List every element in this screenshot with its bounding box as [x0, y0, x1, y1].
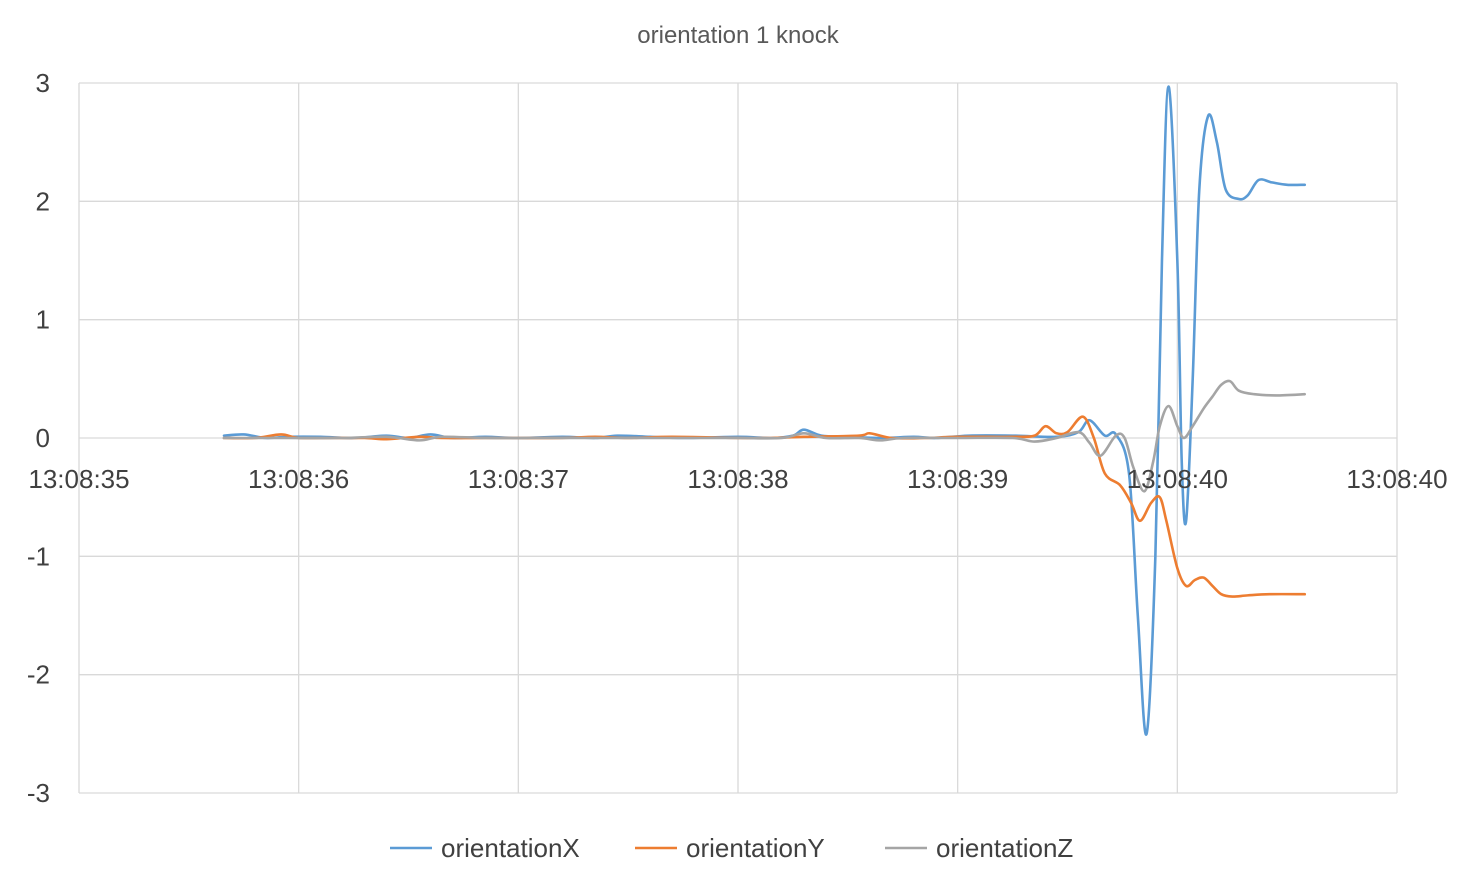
x-tick-label: 13:08:40	[1127, 464, 1228, 494]
legend-item-orientationZ: orientationZ	[885, 833, 1073, 863]
x-tick-label: 13:08:36	[248, 464, 349, 494]
x-tick-label: 13:08:35	[28, 464, 129, 494]
x-tick-labels: 13:08:35 13:08:36 13:08:37 13:08:38 13:08:39…	[28, 464, 1447, 494]
legend-label: orientationX	[441, 833, 580, 863]
x-tick-label: 13:08:39	[907, 464, 1008, 494]
legend-item-orientationX: orientationX	[390, 833, 580, 863]
x-tick-label: 13:08:38	[687, 464, 788, 494]
series-line-orientationZ	[222, 379, 1307, 493]
chart-title: orientation 1 knock	[637, 22, 839, 49]
y-tick-label: 2	[36, 186, 50, 216]
series-line-orientationY	[222, 415, 1307, 598]
x-tick-label: 13:08:40	[1346, 464, 1447, 494]
y-tick-label: -2	[27, 660, 50, 690]
y-tick-label: 3	[36, 68, 50, 98]
legend-label: orientationY	[686, 833, 825, 863]
y-tick-label: -1	[27, 541, 50, 571]
y-tick-label: 0	[36, 423, 50, 453]
legend: orientationX orientationY orientationZ	[390, 833, 1073, 863]
y-tick-labels: -3 -2 -1 0 1 2 3	[27, 68, 50, 808]
series-lines	[222, 85, 1307, 736]
legend-item-orientationY: orientationY	[635, 833, 825, 863]
y-tick-label: -3	[27, 778, 50, 808]
x-tick-label: 13:08:37	[468, 464, 569, 494]
legend-label: orientationZ	[936, 833, 1073, 863]
y-tick-label: 1	[36, 305, 50, 335]
series-line-orientationX	[222, 85, 1307, 736]
